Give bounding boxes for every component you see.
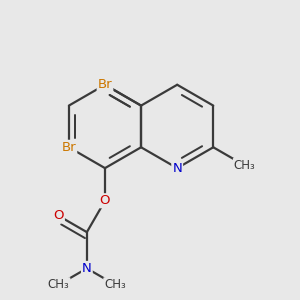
Text: CH₃: CH₃ [104,278,126,291]
Text: O: O [53,209,64,222]
Text: O: O [100,194,110,207]
Text: CH₃: CH₃ [234,159,256,172]
Text: CH₃: CH₃ [48,278,70,291]
Text: Br: Br [61,141,76,154]
Text: N: N [172,162,182,175]
Text: N: N [82,262,92,275]
Text: Br: Br [98,78,112,91]
